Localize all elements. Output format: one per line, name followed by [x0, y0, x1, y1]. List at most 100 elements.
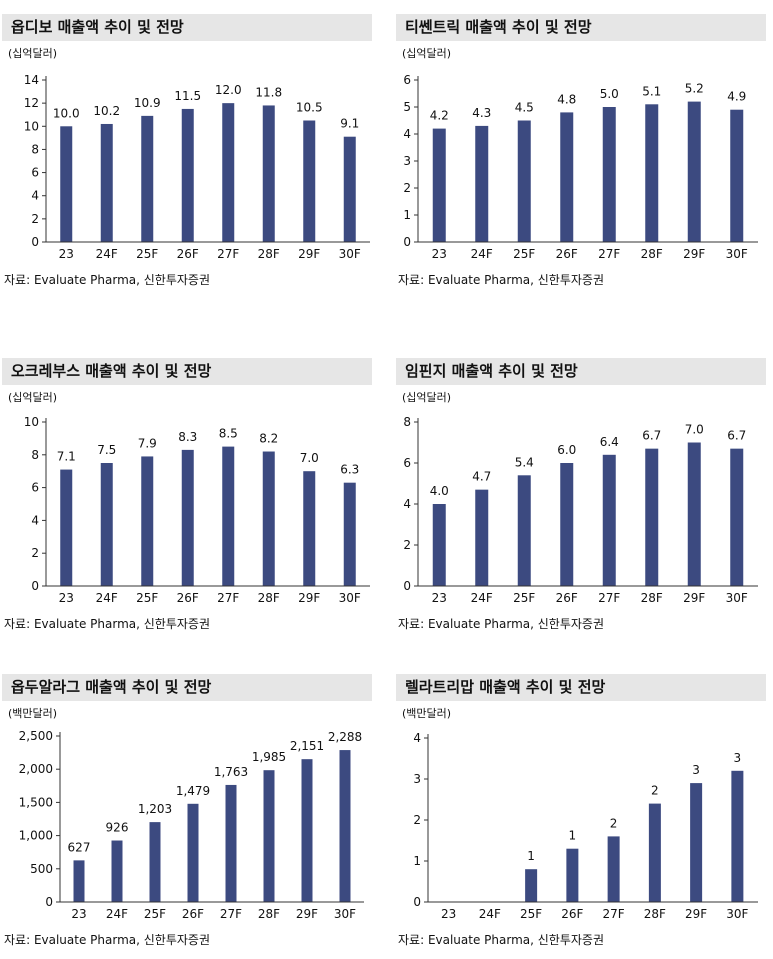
y-tick-label: 2 — [31, 212, 39, 226]
x-tick-label: 28F — [258, 247, 280, 261]
bar — [648, 803, 661, 902]
unit-label: (백만달러) — [402, 707, 452, 720]
data-label: 3 — [692, 763, 700, 777]
chart-title: 옵디보 매출액 추이 및 전망 — [2, 14, 372, 41]
data-label: 11.5 — [174, 89, 201, 103]
y-tick-label: 4 — [403, 497, 411, 511]
bar — [560, 463, 574, 586]
x-tick-label: 25F — [144, 907, 166, 921]
x-tick-label: 29F — [296, 907, 318, 921]
x-tick-label: 25F — [513, 591, 535, 605]
chart-panel-3: 오크레부스 매출액 추이 및 전망 (십억달러) 0 2 4 6 8 10 7.1 23 7.5… — [2, 358, 372, 633]
data-label: 1 — [569, 829, 577, 843]
data-label: 8.2 — [259, 432, 278, 446]
y-tick-label: 500 — [30, 862, 53, 876]
data-label: 6.3 — [340, 463, 359, 477]
x-tick-label: 30F — [334, 907, 356, 921]
y-tick-label: 10 — [24, 119, 39, 133]
x-tick-label: 23 — [59, 247, 74, 261]
data-label: 1,985 — [252, 750, 286, 764]
bar — [525, 869, 538, 902]
y-tick-label: 12 — [24, 96, 39, 110]
bar — [730, 109, 744, 242]
data-label: 10.0 — [53, 106, 80, 120]
bar — [602, 107, 616, 242]
data-label: 1 — [527, 849, 535, 863]
x-tick-label: 25F — [520, 907, 542, 921]
data-label: 11.8 — [255, 85, 282, 99]
y-tick-label: 1 — [403, 208, 411, 222]
x-tick-label: 28F — [641, 247, 663, 261]
x-tick-label: 26F — [556, 591, 578, 605]
bar — [263, 770, 275, 902]
y-tick-label: 6 — [403, 73, 411, 87]
x-tick-label: 27F — [217, 247, 239, 261]
y-tick-label: 1 — [413, 854, 421, 868]
bar-chart: 0 2 4 6 8 10 12 14 10.0 23 10.2 24F 10.9 25F 11.5 26F 12… — [24, 73, 370, 261]
bar — [730, 448, 744, 586]
y-tick-label: 2 — [31, 546, 39, 560]
bar — [343, 482, 356, 586]
x-tick-label: 26F — [556, 247, 578, 261]
bar — [262, 105, 275, 242]
bar — [645, 104, 659, 242]
x-tick-label: 26F — [177, 247, 199, 261]
x-tick-label: 23 — [432, 591, 447, 605]
x-tick-label: 23 — [432, 247, 447, 261]
data-label: 2 — [610, 816, 618, 830]
data-label: 2 — [651, 784, 659, 798]
x-tick-label: 28F — [258, 907, 280, 921]
bar — [343, 136, 356, 242]
data-label: 6.0 — [557, 443, 576, 457]
bar — [432, 504, 446, 586]
data-label: 10.5 — [296, 101, 323, 115]
data-label: 4.5 — [515, 101, 534, 115]
bar — [731, 770, 744, 902]
data-label: 4.2 — [430, 109, 449, 123]
y-tick-label: 10 — [24, 415, 39, 429]
y-tick-label: 4 — [31, 513, 39, 527]
data-label: 6.4 — [600, 435, 619, 449]
y-tick-label: 4 — [413, 731, 421, 745]
data-label: 9.1 — [340, 117, 359, 131]
x-tick-label: 28F — [258, 591, 280, 605]
y-tick-label: 2,000 — [19, 762, 53, 776]
x-tick-label: 24F — [96, 591, 118, 605]
y-tick-label: 0 — [413, 895, 421, 909]
data-label: 1,203 — [138, 802, 172, 816]
bar — [301, 759, 313, 902]
bar — [111, 840, 123, 902]
bar — [141, 115, 154, 242]
bar — [181, 449, 194, 586]
chart-panel-1: 옵디보 매출액 추이 및 전망 (십억달러) 0 2 4 6 8 10 12 14 10.0 23… — [2, 14, 372, 289]
bar — [100, 123, 113, 242]
chart-title: 임핀지 매출액 추이 및 전망 — [396, 358, 766, 385]
data-label: 7.5 — [97, 443, 116, 457]
x-tick-label: 27F — [598, 591, 620, 605]
x-tick-label: 27F — [220, 907, 242, 921]
y-tick-label: 2,500 — [19, 729, 53, 743]
y-tick-label: 8 — [31, 142, 39, 156]
y-tick-label: 0 — [403, 579, 411, 593]
unit-label: (십억달러) — [8, 47, 58, 60]
x-tick-label: 23 — [71, 907, 86, 921]
data-label: 2,151 — [290, 739, 324, 753]
data-label: 8.5 — [219, 427, 238, 441]
x-tick-label: 28F — [644, 907, 666, 921]
data-label: 6.7 — [642, 429, 661, 443]
x-tick-label: 26F — [182, 907, 204, 921]
x-tick-label: 30F — [726, 247, 748, 261]
y-tick-label: 4 — [403, 127, 411, 141]
y-tick-label: 8 — [403, 415, 411, 429]
bar — [73, 860, 85, 902]
bar — [303, 471, 316, 586]
data-label: 5.0 — [600, 87, 619, 101]
unit-label: (십억달러) — [402, 47, 452, 60]
x-tick-label: 30F — [339, 247, 361, 261]
y-tick-label: 2 — [403, 181, 411, 195]
data-label: 10.2 — [93, 104, 120, 118]
unit-label: (십억달러) — [8, 391, 58, 404]
chart-title: 티쎈트릭 매출액 추이 및 전망 — [396, 14, 766, 41]
chart-panel-6: 렐라트리맙 매출액 추이 및 전망 (백만달러) 0 1 2 3 4 23 24F 1 25F 1… — [396, 674, 766, 949]
